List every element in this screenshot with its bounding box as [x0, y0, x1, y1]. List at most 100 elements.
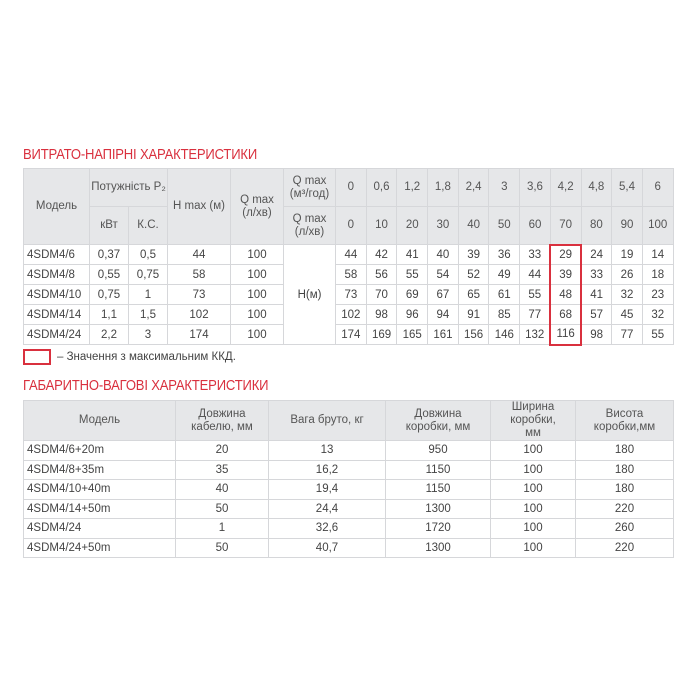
dims-value: 40	[175, 479, 269, 500]
head-value: 73	[335, 284, 367, 305]
head-value: 165	[396, 324, 429, 345]
dims-value: 20	[175, 440, 269, 461]
table-row: 4SDM4/24 1 32,6 1720 100 260	[23, 518, 674, 539]
head-value-max-efficiency: 48	[549, 284, 582, 305]
kw-cell: 1,1	[89, 304, 129, 325]
flow-lmin-value: 70	[549, 206, 582, 245]
header-model: Модель	[23, 168, 90, 245]
dims-value: 19,4	[268, 479, 386, 500]
model-cell: 4SDM4/14	[23, 304, 90, 325]
dims-value: 1300	[385, 498, 491, 519]
flow-lmin-value: 10	[365, 206, 398, 245]
flow-lmin-value: 50	[488, 206, 521, 245]
hmax-cell: 73	[167, 284, 231, 305]
flow-m3h-value: 0,6	[365, 168, 398, 207]
hp-cell: 1,5	[128, 304, 168, 325]
dims-value: 100	[490, 498, 576, 519]
dims-value: 180	[575, 440, 674, 461]
head-value: 52	[457, 264, 490, 285]
dims-value: 100	[490, 537, 576, 558]
qmax-cell: 100	[230, 244, 284, 265]
kw-cell: 2,2	[89, 324, 129, 345]
head-value: 32	[641, 304, 674, 325]
head-value: 132	[519, 324, 551, 345]
dims-value: 100	[490, 479, 576, 500]
head-value: 44	[335, 244, 367, 265]
hp-cell: 3	[128, 324, 168, 345]
model-cell: 4SDM4/8+35m	[23, 459, 176, 480]
kw-cell: 0,37	[89, 244, 129, 265]
head-value: 61	[488, 284, 521, 305]
head-value: 54	[427, 264, 459, 285]
qmax-cell: 100	[230, 284, 284, 305]
flow-m3h-value: 3	[488, 168, 521, 207]
head-value: 94	[427, 304, 459, 325]
table-row: 4SDM4/6+20m 20 13 950 100 180	[23, 440, 674, 461]
dimensions-table: Модель Довжина кабелю, мм Вага бруто, кг До…	[23, 400, 674, 558]
dims-value: 1150	[385, 479, 491, 500]
head-value: 69	[396, 284, 429, 305]
flow-m3h-value: 3,6	[519, 168, 551, 207]
qmax-cell: 100	[230, 264, 284, 285]
head-value: 19	[611, 244, 643, 265]
dims-value: 1	[175, 518, 269, 539]
head-value: 102	[335, 304, 367, 325]
flow-section-title: ВИТРАТО-НАПІРНІ ХАРАКТЕРИСТИКИ	[23, 147, 258, 163]
dims-value: 180	[575, 459, 674, 480]
table-row: 4SDM4/8+35m 35 16,2 1150 100 180	[23, 459, 674, 480]
table-row: 4SDM4/24 2,2 3 174 100 174 169 165 161 156 146 132 1…	[23, 324, 674, 346]
head-value-max-efficiency: 116	[549, 324, 582, 346]
hp-cell: 1	[128, 284, 168, 305]
hmax-cell: 44	[167, 244, 231, 265]
header-hp: К.С.	[128, 206, 168, 245]
header-kw: кВт	[89, 206, 129, 245]
dims-value: 1300	[385, 537, 491, 558]
head-value: 32	[611, 284, 643, 305]
flow-lmin-value: 20	[396, 206, 429, 245]
head-label-cell: H(м)	[283, 244, 336, 345]
flow-m3h-value: 4,2	[549, 168, 582, 207]
head-value: 70	[365, 284, 398, 305]
head-value: 44	[519, 264, 551, 285]
header-qmax: Q max (л/хв)	[230, 168, 284, 245]
dims-value: 100	[490, 459, 576, 480]
dims-header: Модель	[23, 400, 176, 441]
dims-value: 260	[575, 518, 674, 539]
legend: – Значення з максимальним ККД.	[23, 349, 236, 365]
flow-lmin-value: 80	[580, 206, 613, 245]
head-value: 146	[488, 324, 521, 345]
head-value: 14	[641, 244, 674, 265]
qmax-cell: 100	[230, 324, 284, 345]
model-cell: 4SDM4/6+20m	[23, 440, 176, 461]
table-row: 4SDM4/14+50m 50 24,4 1300 100 220	[23, 498, 674, 519]
head-value: 77	[611, 324, 643, 345]
hmax-cell: 58	[167, 264, 231, 285]
flow-lmin-value: 30	[427, 206, 459, 245]
dims-value: 16,2	[268, 459, 386, 480]
flow-lmin-value: 0	[335, 206, 367, 245]
head-value: 57	[580, 304, 613, 325]
model-cell: 4SDM4/24	[23, 518, 176, 539]
table-row: 4SDM4/24+50m 50 40,7 1300 100 220	[23, 537, 674, 558]
dims-value: 50	[175, 498, 269, 519]
head-value: 96	[396, 304, 429, 325]
head-value: 23	[641, 284, 674, 305]
head-value: 98	[580, 324, 613, 345]
header-flow-lmin: Q max (л/хв)	[283, 206, 336, 245]
max-efficiency-marker	[23, 349, 51, 365]
legend-text: – Значення з максимальним ККД.	[57, 351, 236, 363]
head-value: 55	[641, 324, 674, 345]
dims-value: 100	[490, 440, 576, 461]
dims-value: 24,4	[268, 498, 386, 519]
model-cell: 4SDM4/8	[23, 264, 90, 285]
flow-m3h-value: 2,4	[457, 168, 490, 207]
head-value: 67	[427, 284, 459, 305]
dims-value: 32,6	[268, 518, 386, 539]
dims-value: 950	[385, 440, 491, 461]
head-value: 58	[335, 264, 367, 285]
hmax-cell: 174	[167, 324, 231, 345]
flow-m3h-value: 5,4	[611, 168, 643, 207]
head-value-max-efficiency: 68	[549, 304, 582, 325]
head-value: 49	[488, 264, 521, 285]
head-value: 55	[396, 264, 429, 285]
